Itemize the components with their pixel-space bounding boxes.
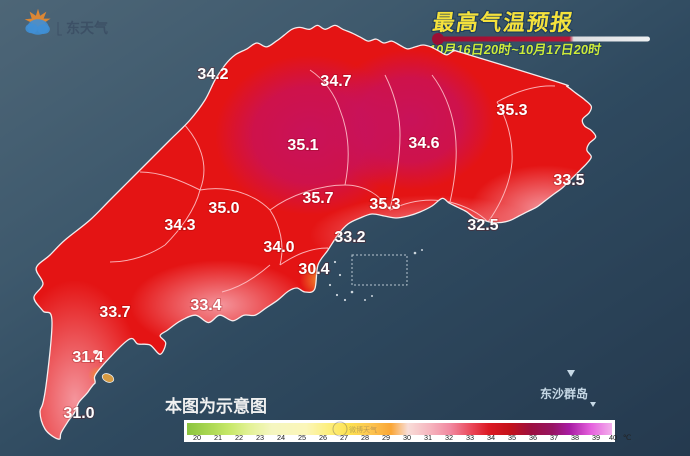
svg-text:35.7: 35.7 — [302, 190, 333, 207]
svg-text:32.5: 32.5 — [467, 217, 498, 234]
svg-text:31.4: 31.4 — [72, 349, 103, 366]
svg-text:35.0: 35.0 — [208, 200, 239, 217]
svg-text:35.3: 35.3 — [369, 196, 400, 213]
svg-text:35.1: 35.1 — [287, 137, 318, 154]
svg-text:34.2: 34.2 — [197, 66, 228, 83]
svg-text:30.4: 30.4 — [298, 261, 329, 278]
svg-text:33.2: 33.2 — [334, 229, 365, 246]
svg-text:33.4: 33.4 — [190, 297, 221, 314]
svg-text:34.3: 34.3 — [164, 217, 195, 234]
svg-text:34.6: 34.6 — [408, 135, 439, 152]
svg-text:34.7: 34.7 — [320, 73, 351, 90]
svg-text:34.0: 34.0 — [263, 239, 294, 256]
svg-text:35.3: 35.3 — [496, 102, 527, 119]
svg-text:33.7: 33.7 — [99, 304, 130, 321]
svg-text:31.0: 31.0 — [63, 405, 94, 422]
svg-text:33.5: 33.5 — [553, 172, 584, 189]
